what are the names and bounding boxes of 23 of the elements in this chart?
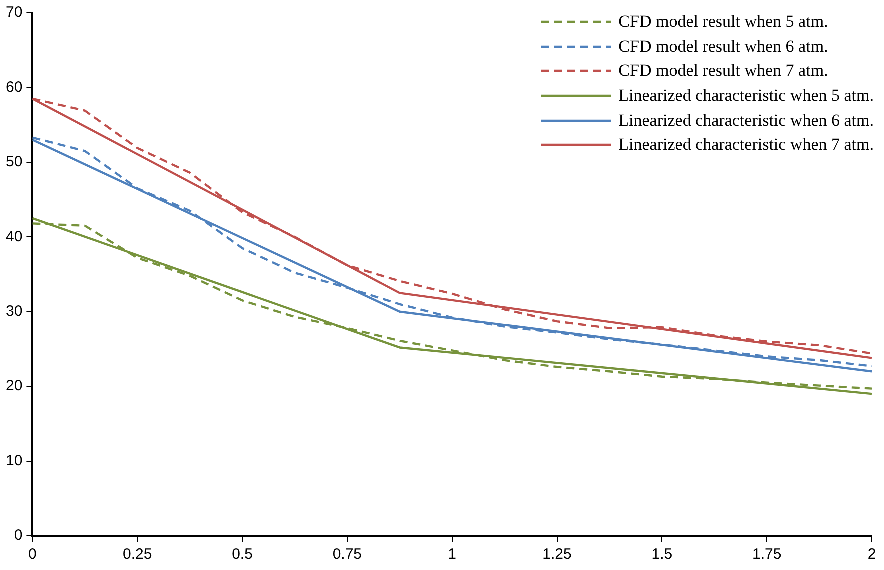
legend-label: Linearized characteristic when 7 atm.: [618, 135, 874, 156]
legend-label: CFD model result when 7 atm.: [618, 61, 828, 82]
x-tick-label: 1: [448, 546, 457, 564]
legend-label: CFD model result when 6 atm.: [618, 36, 828, 57]
y-tick-label: 50: [6, 154, 23, 171]
x-tick-label: 0.5: [232, 546, 253, 564]
legend-label: Linearized characteristic when 5 atm.: [618, 86, 874, 106]
y-tick-label: 0: [14, 527, 23, 544]
x-tick-label: 2: [868, 546, 876, 564]
x-tick-label: 0: [28, 546, 37, 564]
y-tick-label: 40: [6, 228, 23, 246]
y-tick-label: 20: [6, 378, 23, 395]
x-tick-label: 0.25: [122, 546, 152, 564]
x-tick-label: 0.75: [332, 546, 362, 564]
y-tick-label: 60: [6, 78, 23, 96]
y-tick-label: 30: [6, 303, 23, 320]
x-tick-label: 1.5: [652, 546, 673, 564]
x-tick-label: 1.25: [542, 546, 572, 564]
legend-label: CFD model result when 5 atm.: [618, 12, 828, 32]
x-tick-label: 1.75: [752, 546, 782, 564]
y-tick-label: 70: [6, 4, 23, 22]
y-tick-label: 10: [6, 452, 23, 470]
legend-label: Linearized characteristic when 6 atm.: [618, 110, 874, 131]
